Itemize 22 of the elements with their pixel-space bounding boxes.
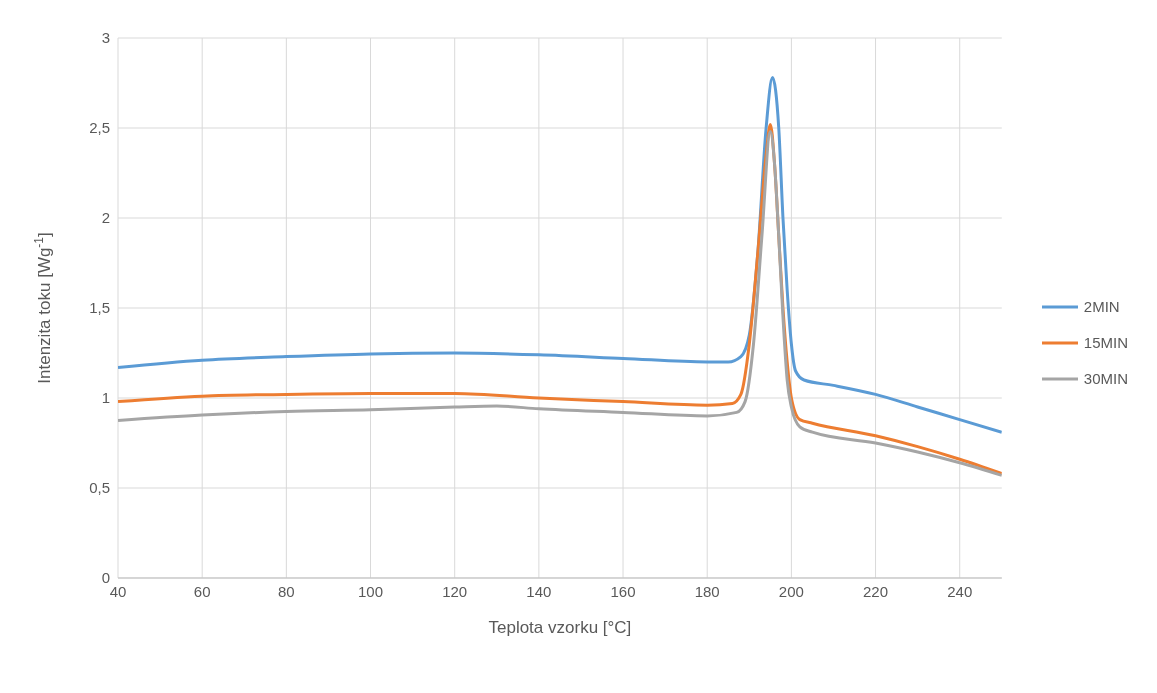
x-tick-label: 200 xyxy=(778,582,804,600)
x-tick-label: 120 xyxy=(442,582,468,600)
legend-label: 15MIN xyxy=(1083,333,1128,353)
x-tick-label: 100 xyxy=(358,582,384,600)
x-tick-label: 180 xyxy=(694,582,720,600)
x-tick-label: 240 xyxy=(947,582,973,600)
y-tick-label: 2,5 xyxy=(89,119,110,137)
y-tick-label: 1 xyxy=(101,389,110,407)
x-tick-label: 140 xyxy=(526,582,552,600)
y-tick-label: 3 xyxy=(101,29,110,47)
x-tick-label: 60 xyxy=(193,582,211,600)
y-tick-label: 2 xyxy=(101,209,110,227)
x-axis-title: Teplota vzorku [°C] xyxy=(488,618,632,637)
x-tick-label: 40 xyxy=(109,582,127,600)
y-tick-label: 1,5 xyxy=(89,299,110,317)
x-tick-label: 220 xyxy=(863,582,889,600)
x-tick-label: 160 xyxy=(610,582,636,600)
legend-label: 2MIN xyxy=(1083,297,1120,317)
x-tick-label: 80 xyxy=(278,582,295,600)
legend-label: 30MIN xyxy=(1083,369,1128,389)
y-tick-label: 0,5 xyxy=(89,479,110,497)
y-tick-label: 0 xyxy=(101,569,110,587)
